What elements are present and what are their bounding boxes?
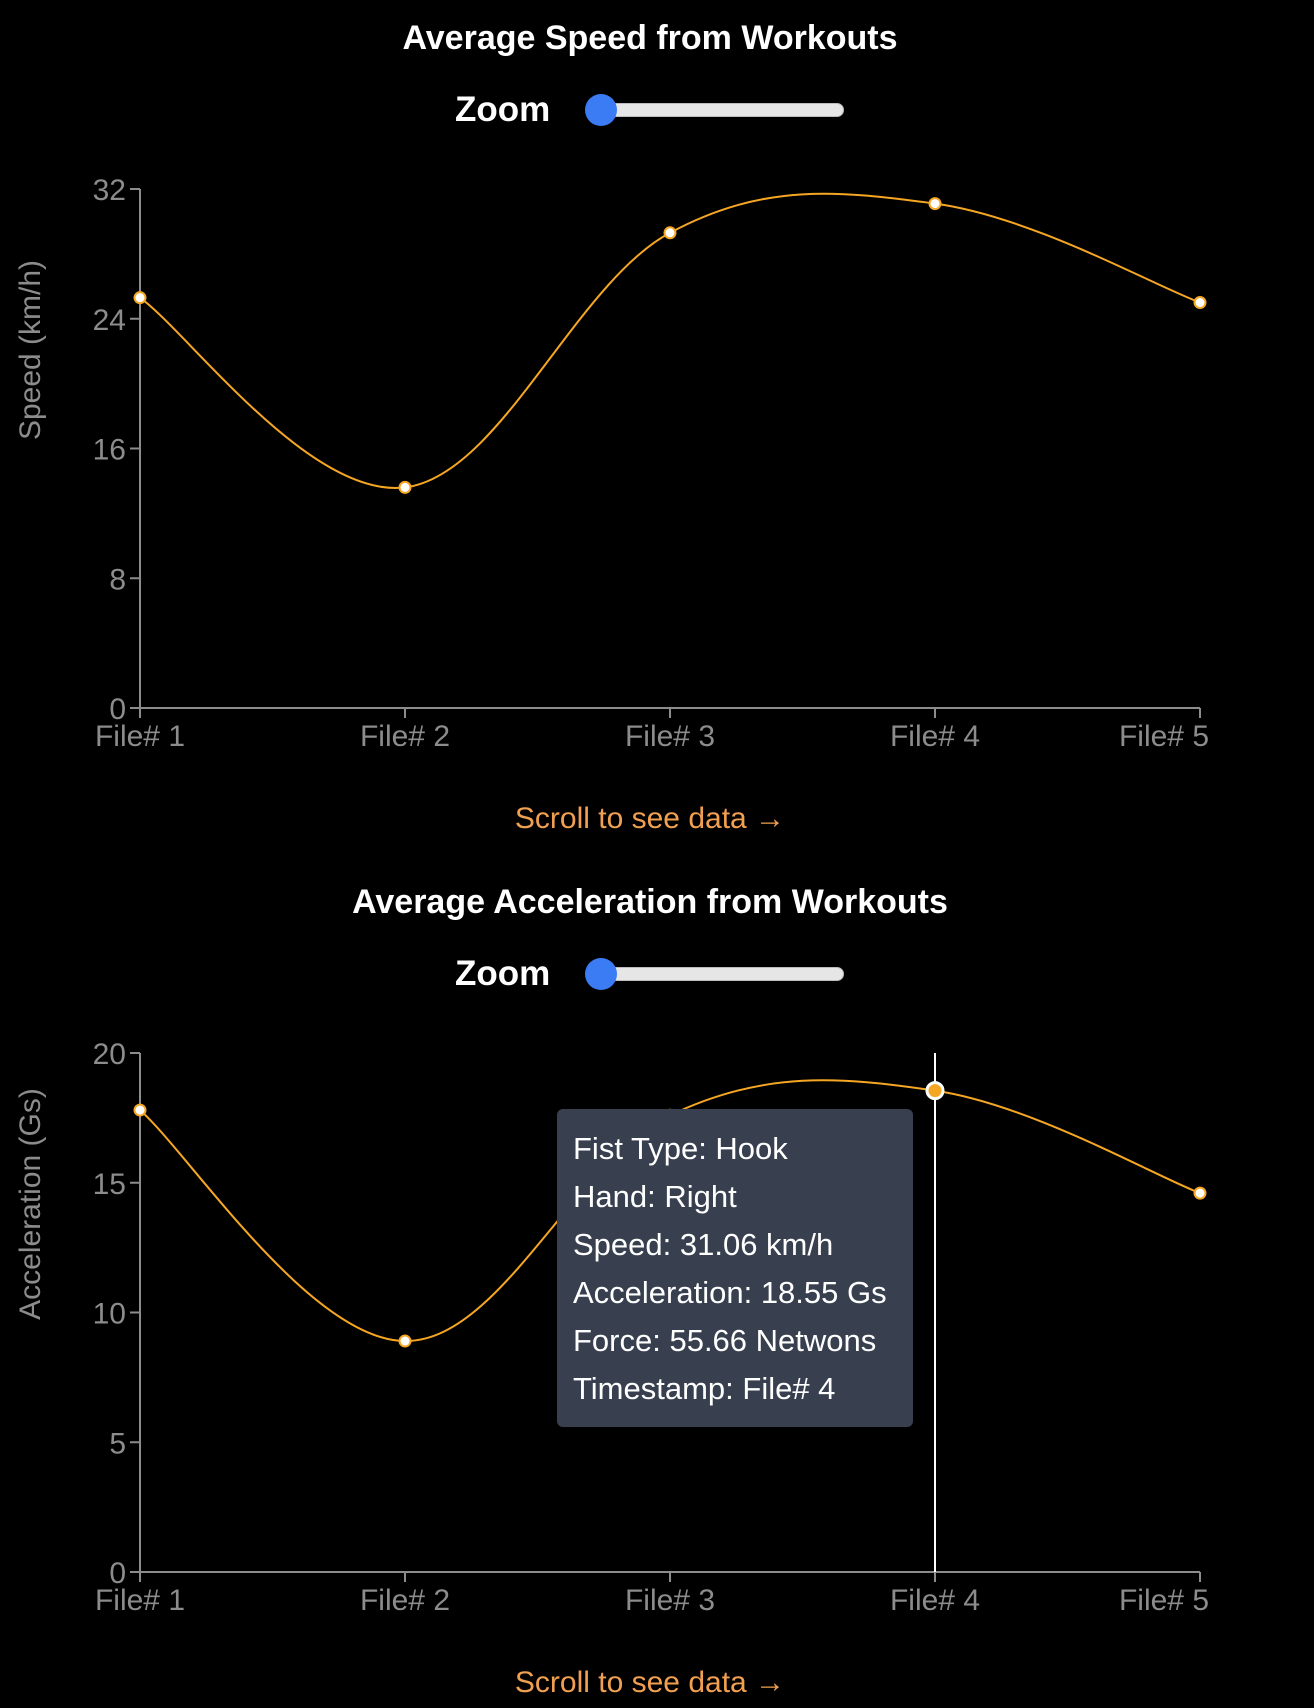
speed-data-points xyxy=(133,197,1207,494)
speed-x-tick-label: File# 1 xyxy=(95,720,185,753)
speed-zoom-slider-thumb[interactable] xyxy=(585,94,617,126)
speed-data-point[interactable] xyxy=(398,480,412,494)
acceleration-data-point[interactable] xyxy=(398,1334,412,1348)
speed-x-tick-label: File# 4 xyxy=(890,720,980,753)
tooltip-timestamp: Timestamp: File# 4 xyxy=(573,1371,836,1406)
acceleration-scroll-hint[interactable]: Scroll to see data → xyxy=(514,1666,786,1699)
acceleration-x-tick-label: File# 5 xyxy=(1119,1584,1209,1617)
speed-y-tick-label: 8 xyxy=(109,563,126,596)
tooltip-acceleration: Acceleration: 18.55 Gs xyxy=(573,1275,887,1310)
acceleration-data-point[interactable] xyxy=(133,1103,147,1117)
acceleration-x-ticks: File# 1 File# 2 File# 3 File# 4 File# 5 xyxy=(95,1572,1209,1617)
speed-data-point[interactable] xyxy=(928,197,942,211)
acceleration-x-tick-label: File# 3 xyxy=(625,1584,715,1617)
speed-series-line xyxy=(139,192,1201,489)
tooltip-fist-type: Fist Type: Hook xyxy=(573,1131,788,1166)
speed-chart-title: Average Speed from Workouts xyxy=(402,19,898,57)
acceleration-y-tick-label: 15 xyxy=(93,1168,126,1201)
tooltip-hand: Hand: Right xyxy=(573,1179,737,1214)
speed-scroll-hint[interactable]: Scroll to see data → xyxy=(514,802,786,835)
acceleration-y-axis-title: Acceleration (Gs) xyxy=(14,1088,47,1320)
speed-data-point[interactable] xyxy=(1193,296,1207,310)
speed-y-tick-label: 32 xyxy=(93,174,126,207)
acceleration-y-tick-label: 5 xyxy=(109,1427,126,1460)
speed-y-tick-label: 16 xyxy=(93,434,126,467)
speed-y-tick-label: 0 xyxy=(109,693,126,726)
speed-x-tick-label: File# 3 xyxy=(625,720,715,753)
speed-zoom-label: Zoom xyxy=(455,90,551,129)
acceleration-zoom-control: Zoom xyxy=(0,954,1314,994)
acceleration-chart-title: Average Acceleration from Workouts xyxy=(352,883,948,921)
speed-data-point[interactable] xyxy=(133,291,147,305)
speed-data-point[interactable] xyxy=(663,226,677,240)
tooltip-force: Force: 55.66 Netwons xyxy=(573,1323,877,1358)
acceleration-y-tick-label: 20 xyxy=(93,1038,126,1071)
data-point-tooltip: Fist Type: Hook Hand: Right Speed: 31.06… xyxy=(557,1109,913,1427)
speed-y-axis-title: Speed (km/h) xyxy=(14,260,47,440)
acceleration-zoom-slider-thumb[interactable] xyxy=(585,958,617,990)
tooltip-speed: Speed: 31.06 km/h xyxy=(573,1227,834,1262)
acceleration-y-tick-label: 10 xyxy=(93,1298,126,1331)
acceleration-x-tick-label: File# 2 xyxy=(360,1584,450,1617)
speed-x-tick-label: File# 2 xyxy=(360,720,450,753)
speed-y-ticks: 0 8 16 24 32 xyxy=(93,174,140,726)
speed-zoom-control: Zoom xyxy=(0,90,1314,130)
acceleration-y-ticks: 0 5 10 15 20 xyxy=(93,1038,140,1590)
acceleration-x-tick-label: File# 4 xyxy=(890,1584,980,1617)
acceleration-data-point[interactable] xyxy=(925,1081,945,1101)
speed-x-tick-label: File# 5 xyxy=(1119,720,1209,753)
acceleration-zoom-label: Zoom xyxy=(455,954,551,993)
acceleration-y-tick-label: 0 xyxy=(109,1557,126,1590)
speed-y-tick-label: 24 xyxy=(93,304,126,337)
acceleration-x-tick-label: File# 1 xyxy=(95,1584,185,1617)
acceleration-data-point[interactable] xyxy=(1193,1186,1207,1200)
speed-x-ticks: File# 1 File# 2 File# 3 File# 4 File# 5 xyxy=(95,708,1209,753)
